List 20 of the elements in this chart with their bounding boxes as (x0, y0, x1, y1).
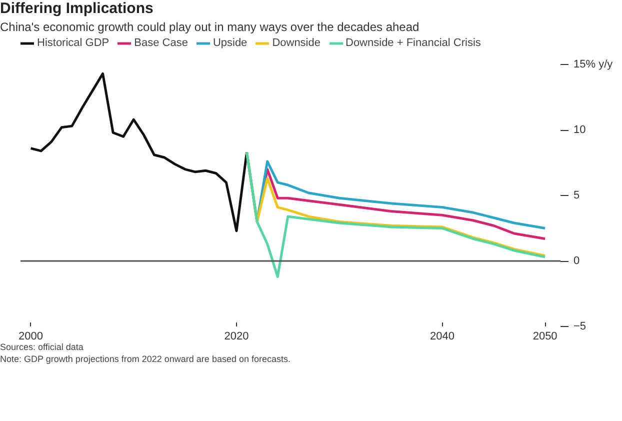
line-series (246, 151, 546, 278)
legend-label: Downside + Financial Crisis (346, 36, 481, 50)
legend-label: Base Case (134, 36, 188, 50)
chart-subtitle: China's economic growth could play out in many ways over the decades ahead (0, 20, 420, 34)
legend-label: Historical GDP (37, 36, 110, 50)
y-tick-label: 15% y/y (574, 58, 614, 70)
line-series (30, 72, 248, 232)
text: Note: GDP growth projections from 2022 onward are based on forecasts. (0, 354, 290, 365)
y-tick-label: 0 (574, 255, 580, 267)
x-tick-label: 2040 (430, 330, 454, 342)
x-tick-label: 2000 (18, 330, 44, 342)
y-tick-label: −5 (574, 320, 586, 332)
y-tick-label: 10 (574, 124, 586, 136)
legend-label: Upside (212, 36, 248, 50)
x-tick-label: 2020 (224, 330, 249, 342)
chart-title: Differing Implications (0, 0, 154, 18)
x-tick-label: 2050 (532, 330, 558, 342)
y-tick-label: 5 (574, 190, 580, 202)
source-note: Sources: official data (0, 342, 84, 353)
legend-label: Downside (272, 36, 320, 50)
